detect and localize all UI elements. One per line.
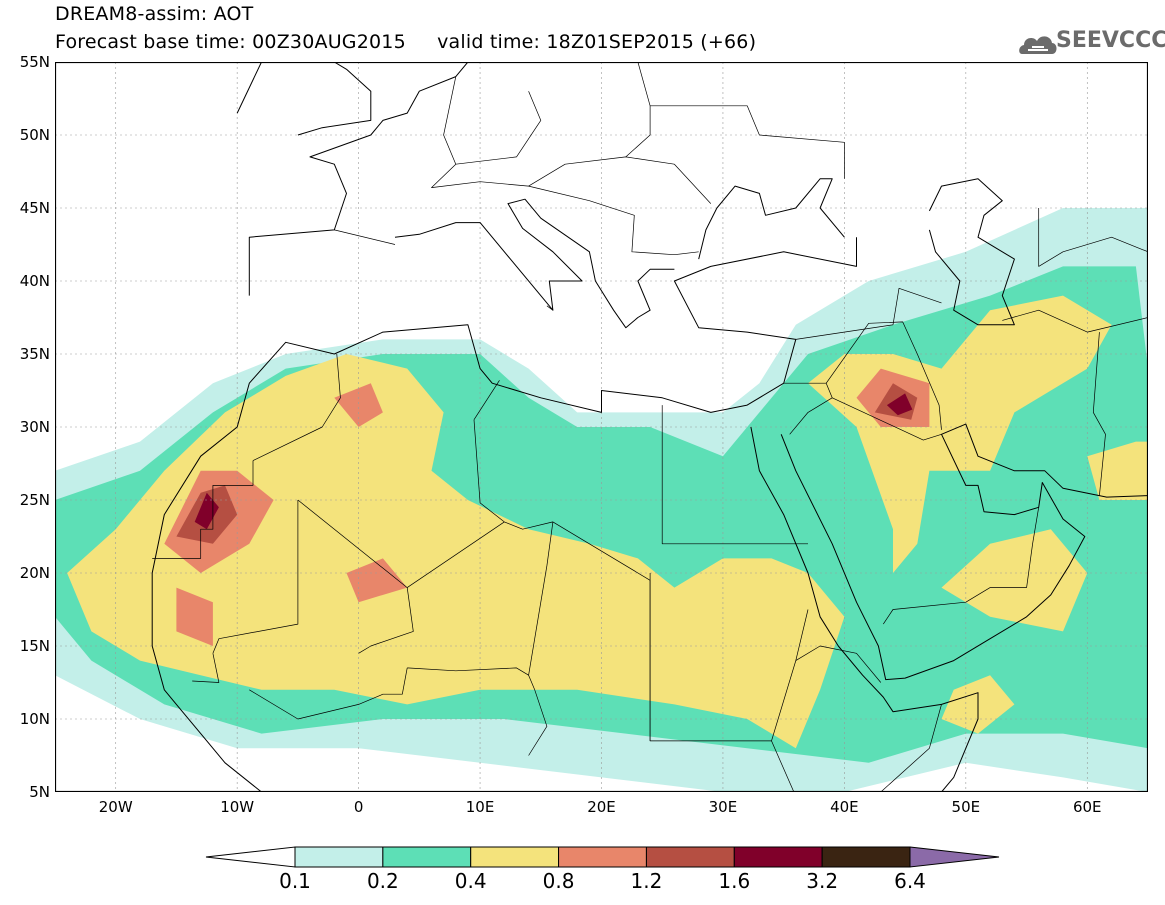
colorbar-bin-1: [382, 846, 472, 868]
lat-tick-label: 20N: [19, 564, 50, 582]
country-border-21: [883, 587, 1027, 625]
colorbar-tick-label: 1.2: [630, 869, 663, 893]
lon-tick-label: 40E: [830, 798, 859, 816]
coastline-6: [698, 178, 845, 260]
coastline-8: [236, 62, 286, 114]
lon-tick-label: 30E: [708, 798, 738, 816]
country-border-5: [473, 380, 500, 420]
country-border-10: [249, 667, 408, 720]
aot-plume-4: [941, 529, 1088, 632]
country-border-30: [625, 62, 651, 158]
coastline-5: [394, 198, 675, 329]
lat-tick-label: 50N: [19, 126, 50, 144]
colorbar-over-triangle: [909, 846, 1000, 868]
lat-tick-label: 55N: [19, 53, 50, 71]
country-border-6: [473, 419, 505, 523]
colorbar-bin-3: [558, 846, 647, 868]
colorbar-tick-label: 6.4: [894, 869, 926, 893]
country-border-3: [297, 499, 414, 654]
colorbar-bin-0: [294, 846, 384, 868]
aot-plume-9: [346, 558, 408, 603]
lon-tick-label: 10E: [465, 798, 495, 816]
lon-tick-label: 50E: [951, 798, 981, 816]
country-border-17: [825, 321, 942, 430]
colorbar-tick-label: 0.1: [279, 869, 311, 893]
colorbar-tick-label: 3.2: [806, 869, 839, 893]
lat-tick-label: 45N: [19, 199, 50, 217]
lat-tick-label: 40N: [19, 272, 50, 290]
colorbar-bin-6: [821, 846, 911, 868]
coastline-9: [297, 62, 372, 136]
country-border-12: [407, 667, 529, 676]
grid-layer: [55, 62, 1148, 792]
country-border-0: [152, 460, 254, 559]
country-border-27: [443, 76, 542, 165]
coastline-4: [248, 62, 469, 296]
aot-plume-3: [808, 295, 1112, 573]
country-border-23: [1092, 332, 1106, 496]
colorbar-bin-5: [733, 846, 823, 868]
aot-plume-6: [1087, 441, 1148, 500]
country-border-13: [771, 740, 795, 792]
colorbar-bin-4: [645, 846, 735, 868]
country-border-28: [431, 156, 712, 204]
lat-tick-label: 5N: [29, 783, 50, 801]
country-border-1: [252, 353, 341, 461]
country-border-22: [1026, 507, 1040, 588]
colorbar-tick-label: 0.2: [366, 869, 399, 893]
lat-tick-label: 30N: [19, 418, 50, 436]
model-title: DREAM8-assim: AOT: [55, 3, 254, 25]
country-border-20: [892, 287, 942, 325]
colorbar-under-triangle: [205, 846, 296, 868]
country-border-31: [650, 105, 845, 179]
lon-tick-label: 20W: [98, 798, 133, 816]
coastline-layer: [151, 62, 1148, 792]
aot-map: [55, 62, 1148, 792]
logo-text: SEEVCCC: [1056, 28, 1165, 53]
country-border-9: [528, 521, 554, 756]
colorbar-tick-label: 0.4: [454, 869, 487, 893]
colorbar-tick-label: 1.6: [718, 869, 751, 893]
lat-tick-label: 35N: [19, 345, 50, 363]
colorbar-bin-2: [470, 846, 560, 868]
lat-tick-label: 15N: [19, 637, 50, 655]
aot-plume-15: [886, 393, 913, 416]
aot-colorbar: [205, 846, 1000, 868]
aot-plume-10: [176, 587, 213, 646]
lon-tick-label: 20E: [587, 798, 616, 816]
coastline-0: [151, 237, 857, 646]
country-border-25: [1038, 208, 1148, 267]
lat-tick-label: 25N: [19, 491, 50, 509]
aot-plume-8: [334, 383, 383, 427]
colorbar-tick-label: 0.8: [542, 869, 575, 893]
map-border: [55, 62, 1148, 792]
forecast-time-title: Forecast base time: 00Z30AUG2015 valid t…: [55, 31, 757, 53]
coastline-3: [780, 423, 1148, 681]
coastline-2: [750, 426, 979, 792]
lon-tick-label: 0: [353, 798, 364, 816]
cloud-logo-icon: [1019, 36, 1057, 54]
lat-tick-label: 10N: [19, 710, 50, 728]
border-layer: [152, 62, 1148, 792]
country-border-32: [546, 305, 554, 311]
country-border-14: [880, 704, 942, 792]
country-border-7: [661, 405, 808, 545]
lon-tick-label: 60E: [1072, 798, 1102, 816]
coastline-7: [928, 178, 1015, 326]
lon-tick-label: 10W: [220, 798, 255, 816]
country-border-2: [212, 500, 299, 654]
coastline-1: [151, 645, 262, 792]
country-border-24: [1002, 309, 1148, 333]
country-border-29: [528, 185, 699, 256]
country-border-15: [795, 645, 882, 683]
country-border-11: [192, 653, 220, 683]
country-border-19: [795, 324, 894, 340]
country-border-26: [334, 229, 396, 245]
country-border-18: [832, 397, 942, 441]
